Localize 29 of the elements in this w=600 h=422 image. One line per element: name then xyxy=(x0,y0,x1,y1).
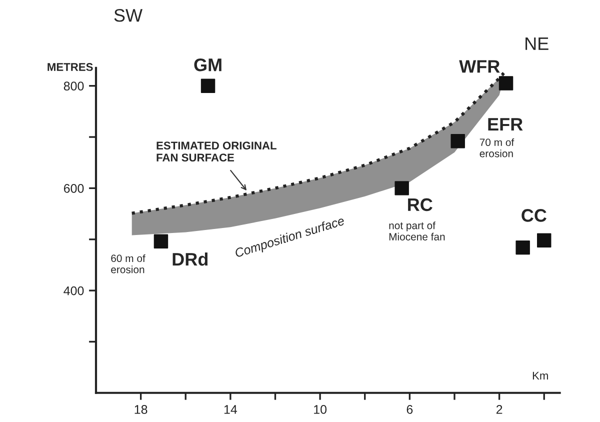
point xyxy=(450,134,465,148)
annotation: WFR xyxy=(459,60,500,73)
y-tick-label: 800 xyxy=(64,82,84,91)
text: NE xyxy=(526,37,548,50)
annotation: DRd xyxy=(172,252,208,266)
annotation: RC xyxy=(408,198,432,212)
annotation: CC xyxy=(522,209,546,222)
x-tick-label: 6 xyxy=(406,405,413,414)
point xyxy=(516,240,530,255)
annotation: EFR xyxy=(488,118,523,131)
annotation: 60 m of erosion xyxy=(111,254,146,274)
y-tick-label: 400 xyxy=(64,286,84,296)
x-tick-label: 18 xyxy=(134,405,148,414)
annotation: GM xyxy=(194,58,222,72)
point xyxy=(498,76,514,90)
y-tick-label: 600 xyxy=(64,184,84,193)
annotation: 70 m of erosion xyxy=(480,138,514,158)
x-tick-label: 14 xyxy=(224,405,238,414)
x-tick-label: 2 xyxy=(496,405,502,414)
point xyxy=(200,78,216,93)
point xyxy=(536,233,552,248)
annotation: ESTIMATED ORIGINAL FAN SURFACE xyxy=(156,142,276,162)
point xyxy=(394,181,409,196)
x-tick-label: 10 xyxy=(314,405,327,414)
annotation: not part of Miocene fan xyxy=(389,222,445,240)
point xyxy=(154,234,168,249)
text: SW xyxy=(114,8,142,22)
x-axis-title: Km xyxy=(532,372,548,380)
y-axis-title: METRES xyxy=(48,63,93,71)
